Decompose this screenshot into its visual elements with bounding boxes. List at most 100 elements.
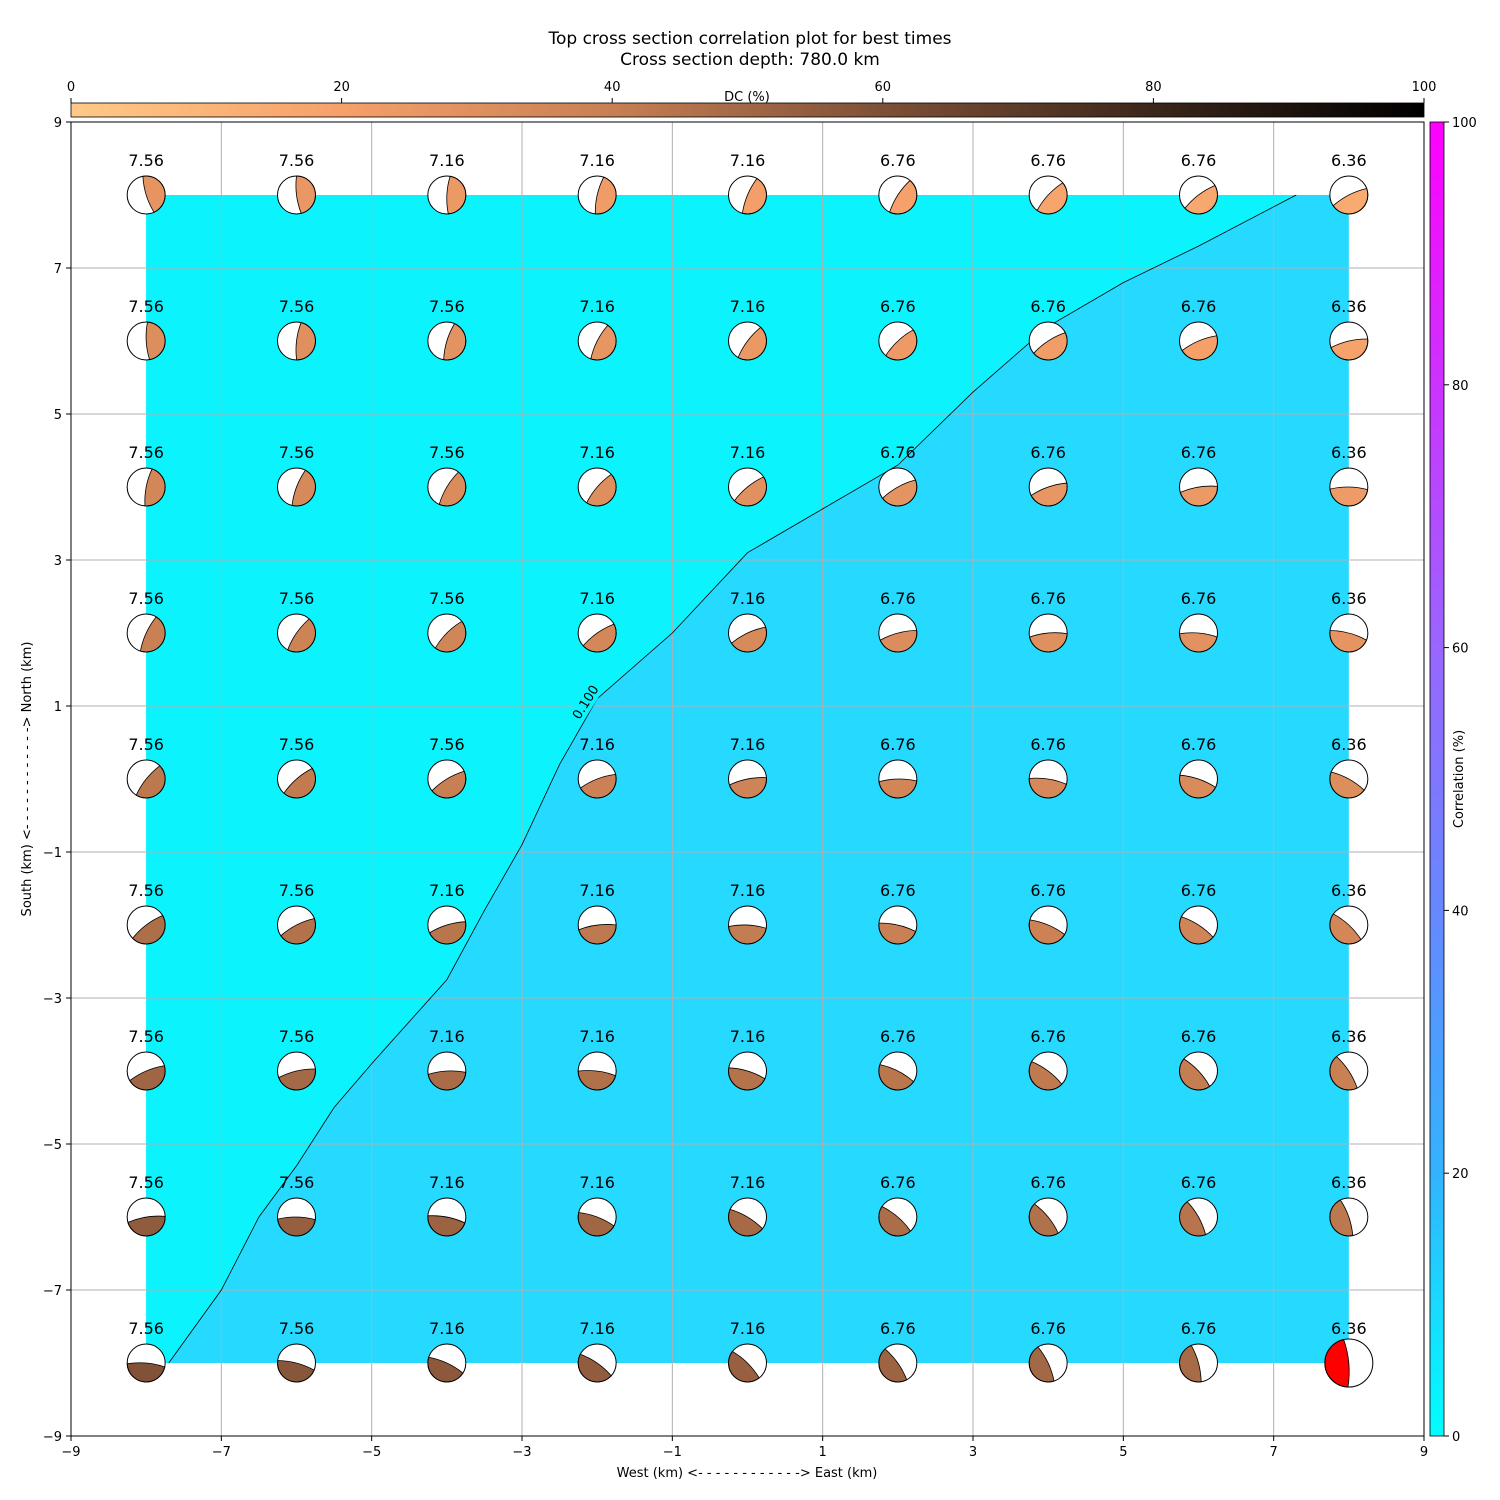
beach-ball: [427, 321, 467, 361]
dc-colorbar-tick-label: 60: [875, 80, 892, 95]
magnitude-label: 7.56: [429, 735, 465, 754]
beach-ball: [577, 1343, 617, 1383]
beach-ball-outline: [1329, 321, 1369, 361]
magnitude-label: 7.16: [579, 735, 615, 754]
beach-ball: [878, 175, 918, 215]
magnitude-label: 6.36: [1331, 589, 1367, 608]
beach-ball: [427, 905, 467, 945]
beach-ball-outline: [878, 613, 918, 653]
beach-ball: [878, 321, 918, 361]
y-tick-label: −7: [43, 1284, 62, 1299]
dc-colorbar-tick-label: 20: [333, 80, 350, 95]
beach-ball: [1028, 759, 1068, 799]
beach-ball: [1179, 905, 1218, 945]
beach-ball: [1028, 175, 1068, 215]
beach-ball: [277, 1051, 316, 1091]
y-tick-label: −3: [43, 992, 62, 1007]
beach-ball: [126, 467, 166, 507]
beach-ball: [427, 175, 467, 215]
beach-ball: [878, 613, 918, 653]
magnitude-label: 7.16: [579, 1027, 615, 1046]
magnitude-label: 6.76: [1181, 735, 1217, 754]
y-tick-label: 1: [54, 700, 62, 715]
magnitude-label: 6.76: [880, 881, 916, 900]
beach-ball: [427, 1051, 467, 1091]
beach-ball: [728, 1051, 767, 1091]
beach-ball-outline: [577, 759, 617, 799]
magnitude-label: 7.16: [579, 881, 615, 900]
magnitude-label: 7.16: [730, 735, 766, 754]
magnitude-label: 7.16: [730, 1319, 766, 1338]
beach-ball: [1179, 321, 1218, 361]
x-tick-label: −3: [512, 1445, 531, 1460]
beach-ball: [1329, 321, 1369, 361]
beach-ball: [1028, 613, 1068, 653]
beach-ball-outline: [728, 321, 767, 361]
magnitude-label: 7.16: [429, 1173, 465, 1192]
magnitude-label: 7.16: [730, 881, 766, 900]
beach-ball: [728, 759, 767, 799]
magnitude-label: 7.16: [579, 1319, 615, 1338]
correlation-colorbar-tick-label: 80: [1452, 379, 1469, 394]
beach-ball-outline: [577, 1051, 617, 1091]
beach-ball: [126, 1343, 166, 1383]
beach-ball: [1329, 175, 1369, 215]
beach-ball-outline: [1028, 467, 1068, 507]
beach-ball: [577, 1051, 617, 1091]
beach-ball-outline: [878, 1343, 918, 1383]
y-axis-label: South (km) <- - - - - - - - - - - -> Nor…: [20, 642, 35, 917]
beach-ball-outline: [728, 467, 767, 507]
y-tick-label: 5: [54, 408, 62, 423]
beach-ball: [126, 613, 166, 653]
magnitude-label: 7.16: [730, 1173, 766, 1192]
y-tick-label: −1: [43, 846, 62, 861]
beach-ball: [577, 759, 617, 799]
beach-ball-outline: [577, 1343, 617, 1383]
beach-ball-outline: [728, 613, 767, 653]
magnitude-label: 7.16: [429, 1027, 465, 1046]
correlation-colorbar-tick-label: 0: [1452, 1430, 1460, 1445]
beach-ball: [728, 905, 767, 945]
x-tick-label: −9: [61, 1445, 80, 1460]
beach-ball: [878, 467, 918, 507]
beach-ball: [427, 759, 467, 799]
correlation-colorbar-tick-label: 40: [1452, 904, 1469, 919]
beach-ball: [427, 613, 467, 653]
beach-ball: [1179, 175, 1218, 215]
beach-ball-outline: [427, 613, 467, 653]
correlation-colorbar-gradient: [1429, 121, 1445, 1437]
magnitude-label: 6.76: [880, 297, 916, 316]
magnitude-label: 7.56: [128, 1027, 164, 1046]
x-axis-label: West (km) <- - - - - - - - - - - -> East…: [617, 1466, 878, 1481]
dc-colorbar-label: DC (%): [724, 90, 770, 105]
beach-ball: [277, 613, 316, 653]
beach-ball-outline: [277, 905, 316, 945]
beach-ball-outline: [878, 1197, 918, 1237]
dc-colorbar-tick-label: 40: [604, 80, 621, 95]
beach-ball: [1028, 1051, 1068, 1091]
beach-ball: [126, 759, 166, 799]
magnitude-label: 6.76: [1030, 1173, 1066, 1192]
magnitude-label: 7.56: [128, 589, 164, 608]
beach-ball: [126, 175, 166, 215]
x-tick-label: 5: [1119, 1445, 1127, 1460]
y-tick-label: −9: [43, 1430, 62, 1445]
x-tick-label: 9: [1420, 1445, 1428, 1460]
beach-ball: [728, 1343, 767, 1383]
x-tick-label: −5: [362, 1445, 381, 1460]
beach-ball: [277, 467, 316, 507]
magnitude-label: 6.36: [1331, 1173, 1367, 1192]
beach-ball-outline: [427, 175, 467, 215]
beach-ball: [1179, 1051, 1218, 1091]
beach-ball-outline: [577, 613, 617, 653]
beach-ball-outline: [277, 321, 316, 361]
beach-ball-outline: [126, 1051, 166, 1091]
beach-ball: [1179, 467, 1218, 507]
beach-ball: [878, 905, 918, 945]
magnitude-label: 6.76: [880, 1319, 916, 1338]
beach-ball-outline: [277, 759, 316, 799]
beach-ball-outline: [577, 321, 617, 361]
magnitude-label: 6.36: [1331, 151, 1367, 170]
beach-ball: [1179, 1197, 1218, 1237]
beach-ball-outline: [728, 1343, 767, 1383]
